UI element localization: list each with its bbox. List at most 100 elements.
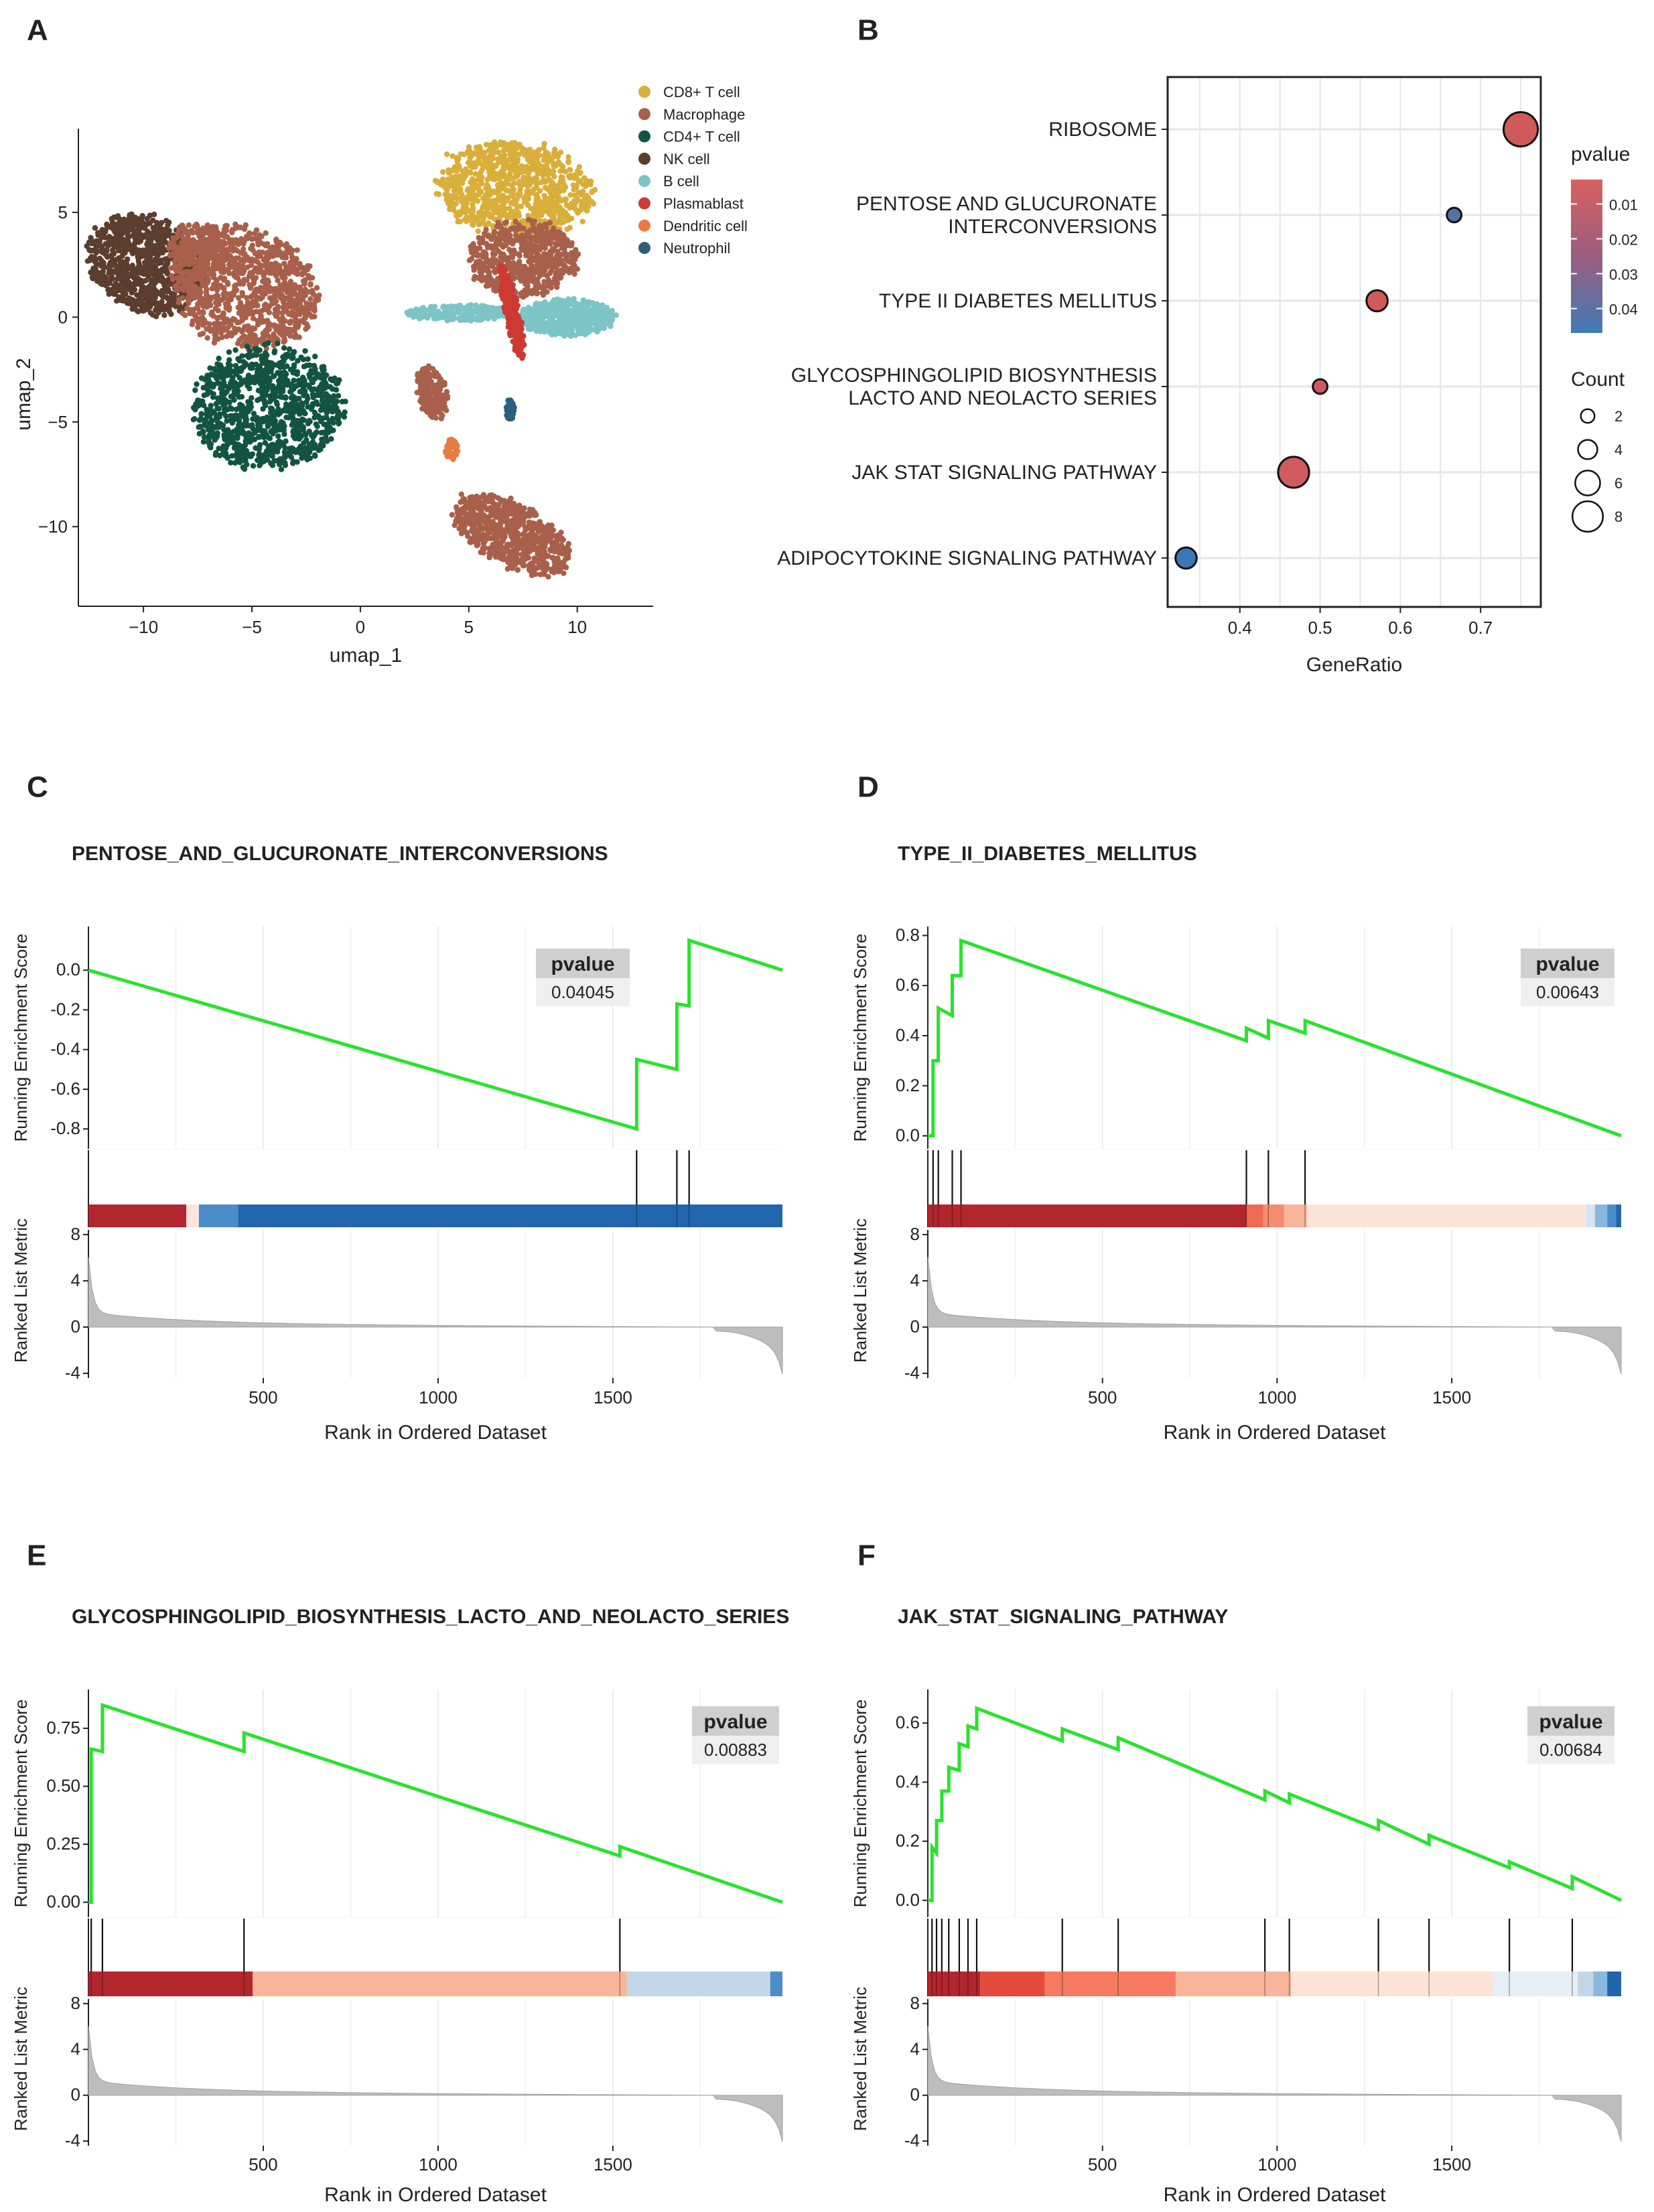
umap-point [457, 165, 463, 172]
umap-point [224, 389, 230, 395]
umap-point [243, 222, 249, 228]
umap-point [86, 247, 93, 253]
umap-point [287, 293, 293, 299]
umap-point [531, 155, 537, 161]
umap-point [230, 241, 236, 248]
umap-point [195, 324, 201, 330]
umap-point [99, 226, 105, 233]
umap-point [310, 395, 316, 401]
umap-point [532, 242, 538, 248]
umap-point [492, 257, 499, 263]
umap-point [236, 381, 243, 387]
umap-point [290, 460, 296, 466]
umap-point [262, 428, 268, 434]
umap-point [562, 169, 568, 175]
umap-point [549, 267, 555, 274]
umap-point [206, 432, 212, 438]
umap-point [507, 171, 513, 177]
umap-point [263, 350, 269, 356]
umap-cluster-cd4-t-cell [190, 340, 348, 472]
umap-point [523, 248, 529, 254]
umap-point [522, 287, 528, 293]
umap-point [490, 251, 496, 258]
umap-point [214, 430, 220, 436]
umap-point [219, 334, 225, 340]
umap-point [440, 169, 446, 175]
umap-point [283, 264, 290, 270]
umap-point [588, 198, 594, 204]
umap-point [309, 439, 316, 445]
umap-point [96, 255, 103, 261]
umap-point [232, 282, 238, 288]
umap-point [323, 434, 329, 440]
umap-point [506, 247, 512, 253]
umap-point [285, 450, 291, 456]
umap-point [116, 226, 123, 232]
umap-point [248, 330, 254, 336]
umap-point [478, 220, 484, 226]
umap-point [301, 379, 307, 385]
umap-point [488, 212, 494, 218]
umap-point [232, 288, 239, 294]
umap-point [519, 163, 525, 169]
umap-point [321, 371, 327, 378]
umap-point [234, 450, 240, 456]
umap-point [186, 300, 192, 306]
umap-point [294, 247, 300, 253]
umap-point [239, 353, 245, 359]
umap-point [487, 192, 493, 198]
umap-point [240, 429, 246, 435]
umap-point [192, 265, 198, 271]
umap-point [210, 262, 217, 268]
umap-point [219, 390, 225, 396]
umap-point [212, 324, 218, 330]
umap-point [263, 301, 269, 307]
umap-point [253, 286, 259, 293]
umap-point [565, 158, 571, 164]
umap-point [551, 297, 557, 303]
umap-point [302, 348, 308, 354]
umap-point [108, 270, 114, 276]
umap-point [475, 152, 481, 159]
umap-point [136, 227, 142, 233]
umap-point [109, 254, 115, 260]
umap-point [288, 312, 295, 318]
umap-point [273, 273, 279, 279]
umap-point [541, 238, 548, 245]
umap-point [557, 168, 563, 174]
umap-point [318, 446, 324, 452]
umap-point [323, 391, 329, 397]
umap-point [121, 216, 127, 222]
umap-point [275, 252, 281, 258]
umap-point [196, 299, 202, 305]
panel-label-b: B [857, 14, 879, 47]
umap-point [534, 176, 540, 182]
umap-point [124, 280, 130, 286]
umap-point [281, 364, 287, 370]
umap-point [454, 155, 460, 161]
umap-point [297, 389, 303, 395]
umap-point [224, 455, 230, 461]
umap-point [287, 445, 293, 452]
umap-point [238, 444, 244, 450]
umap-point [192, 416, 198, 422]
umap-point [124, 228, 130, 234]
umap-point [282, 445, 288, 451]
umap-point [208, 255, 214, 261]
umap-point [476, 234, 482, 240]
umap-point [541, 163, 547, 170]
umap-point [185, 228, 191, 235]
umap-point [210, 313, 216, 319]
umap-point [279, 274, 286, 281]
umap-point [125, 239, 131, 246]
umap-point [194, 229, 200, 236]
umap-point [551, 174, 557, 180]
umap-point [170, 235, 176, 241]
umap-point [168, 311, 174, 318]
umap-point [237, 401, 243, 408]
umap-point [228, 460, 234, 466]
umap-point [224, 279, 230, 286]
umap-point [278, 466, 285, 472]
umap-point [230, 292, 237, 298]
umap-point [547, 233, 553, 239]
